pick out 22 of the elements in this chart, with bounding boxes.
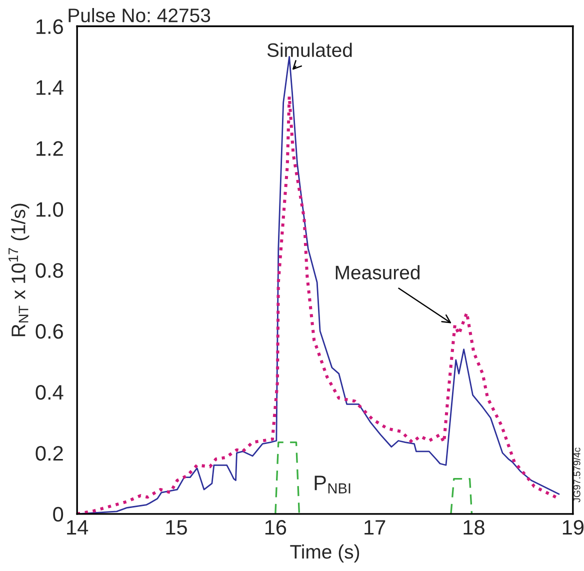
x-tick-label: 18 (464, 520, 484, 535)
series-label: P$_{NBI}$ (314, 476, 350, 494)
y-tick-label: 0.2 (36, 446, 63, 461)
annotation: Simulated (267, 42, 352, 58)
x-tick-label: 17 (364, 520, 386, 535)
y-tick-label: 0 (53, 506, 64, 522)
x-tick-label: 14 (67, 520, 88, 535)
annotation: Measured (336, 265, 420, 280)
y-tick-label: 1.4 (36, 80, 64, 95)
y-tick-label: 0.4 (36, 384, 64, 400)
y-axis-title: R$_{NT}$ x 10$^{17}$ (1/s) (8, 204, 30, 336)
y-tick-label: 0.6 (36, 324, 63, 339)
chart-title: Pulse No: 42753 (68, 8, 210, 22)
y-tick-label: 1.0 (36, 202, 64, 217)
y-tick-label: 1.6 (36, 19, 63, 34)
x-tick-label: 16 (265, 520, 286, 535)
text: JG97.579/4c (573, 448, 580, 502)
y-tick-label: 0.8 (36, 263, 63, 278)
x-tick-label: 19 (562, 520, 584, 535)
x-tick-label: 15 (166, 520, 187, 535)
x-axis-title: Time (s) (290, 544, 360, 563)
y-tick-label: 1.2 (36, 141, 63, 156)
